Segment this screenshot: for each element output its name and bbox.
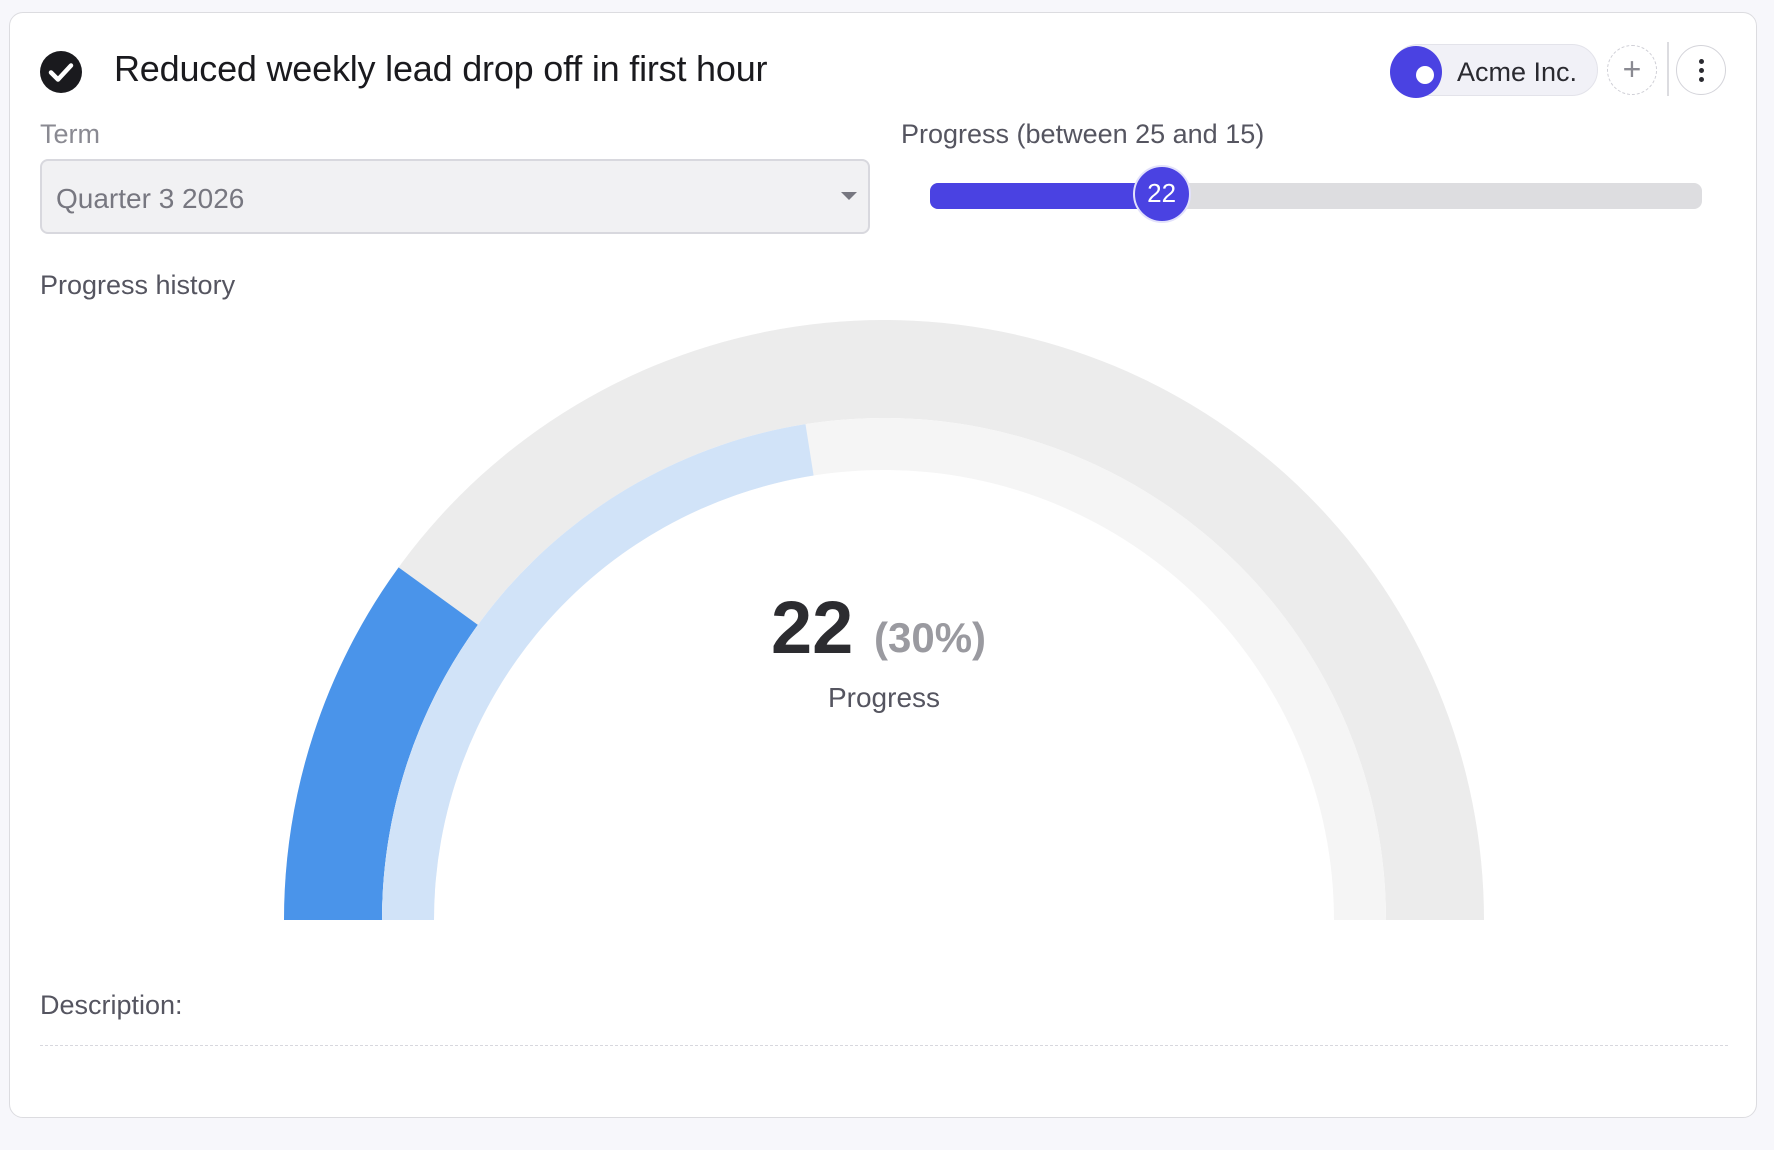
slider-thumb[interactable]: 22 xyxy=(1132,165,1191,223)
gauge-value: 22 xyxy=(771,586,854,669)
slider-fill xyxy=(930,183,1162,209)
add-button[interactable]: + xyxy=(1607,45,1657,95)
progress-label: Progress (between 25 and 15) xyxy=(901,119,1265,149)
progress-slider[interactable]: 22 xyxy=(930,165,1702,223)
description-label: Description: xyxy=(40,990,183,1020)
more-dot-icon xyxy=(1699,68,1704,73)
divider xyxy=(1667,42,1669,96)
term-label: Term xyxy=(40,119,100,149)
progress-history-label: Progress history xyxy=(40,270,236,300)
description-divider xyxy=(40,1045,1728,1046)
gauge-caption: Progress xyxy=(827,682,941,713)
term-select[interactable]: Quarter 3 2026 xyxy=(40,159,870,234)
more-dot-icon xyxy=(1699,59,1704,64)
gauge-percent: (30%) xyxy=(874,614,987,661)
page-title: Reduced weekly lead drop off in first ho… xyxy=(114,48,768,89)
term-select-value: Quarter 3 2026 xyxy=(56,183,245,214)
org-chip-label: Acme Inc. xyxy=(1457,57,1578,87)
chevron-down-icon xyxy=(841,192,857,200)
toggle-icon[interactable] xyxy=(1390,46,1442,98)
check-circle-icon[interactable] xyxy=(40,51,82,93)
more-options-button[interactable] xyxy=(1676,45,1726,95)
org-chip[interactable]: Acme Inc. xyxy=(1390,44,1598,98)
more-dot-icon xyxy=(1699,77,1704,82)
